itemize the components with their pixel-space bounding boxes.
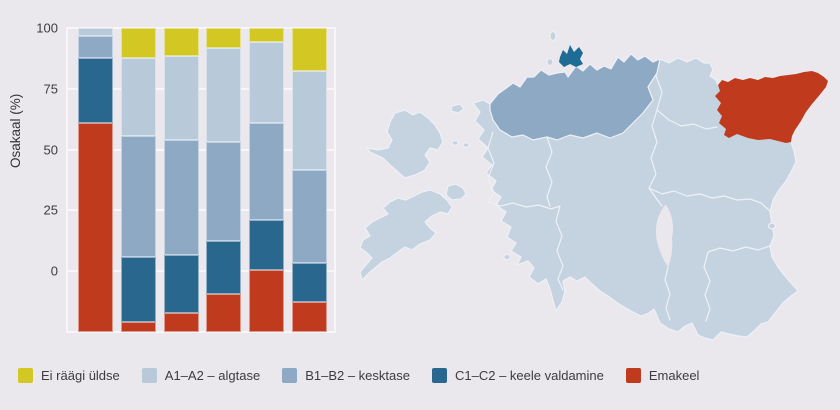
county-border — [648, 58, 663, 189]
bar-1-segment[interactable] — [78, 58, 114, 124]
county-border — [648, 187, 771, 212]
bar-4-segment[interactable] — [206, 47, 242, 142]
bar-4-segment[interactable] — [206, 241, 242, 294]
islet — [451, 140, 459, 146]
bar-3-segment[interactable] — [163, 55, 199, 140]
legend-swatch-b1b2 — [282, 368, 298, 383]
bar-2 — [120, 28, 156, 332]
bar-6-segment[interactable] — [291, 263, 327, 302]
bar-4-segment[interactable] — [206, 28, 242, 48]
y-tick-25: 25 — [43, 202, 58, 218]
bar-4-segment[interactable] — [206, 141, 242, 242]
plot-left-line — [66, 28, 68, 332]
bar-3-segment[interactable] — [163, 313, 199, 332]
county-border — [656, 109, 718, 130]
plot-right-line — [334, 28, 336, 332]
county-border — [487, 131, 495, 203]
island-muhu[interactable] — [445, 183, 467, 201]
lake-vortsjarv — [655, 205, 674, 267]
legend-item-native[interactable]: Emakeel — [625, 368, 700, 383]
county-border — [703, 251, 711, 322]
bar-1 — [78, 28, 114, 332]
bar-1-segment[interactable] — [78, 35, 114, 59]
legend-swatch-none — [18, 368, 33, 383]
legend-label-none: Ei räägi üldse — [41, 368, 120, 383]
bar-2-segment[interactable] — [120, 135, 156, 257]
island-kihnu — [503, 253, 511, 261]
bar-1-segment[interactable] — [78, 28, 114, 36]
legend-item-c1c2[interactable]: C1–C2 – keele valdamine — [431, 368, 604, 383]
y-tick-50: 50 — [43, 142, 58, 158]
bar-4-segment[interactable] — [206, 293, 242, 332]
region-harjumaa[interactable] — [489, 53, 661, 141]
bar-6-segment[interactable] — [291, 301, 327, 332]
county-border — [664, 266, 671, 321]
bar-6-segment[interactable] — [291, 170, 327, 264]
bar-5-segment[interactable] — [248, 269, 284, 332]
legend-label-native: Emakeel — [648, 368, 700, 383]
bar-2-segment[interactable] — [120, 322, 156, 332]
bar-3-segment[interactable] — [163, 255, 199, 314]
island-hiiumaa[interactable] — [366, 109, 444, 179]
bar-5-segment[interactable] — [248, 41, 284, 124]
islet-north — [549, 30, 557, 42]
bar-5-segment[interactable] — [248, 28, 284, 42]
county-border — [648, 187, 663, 207]
bar-5-segment[interactable] — [248, 123, 284, 220]
estonia-map — [360, 30, 829, 341]
legend-item-a1a2[interactable]: A1–A2 – algtase — [141, 368, 261, 383]
chart-legend: Ei räägi üldse A1–A2 – algtase B1–B2 – kes… — [18, 368, 836, 383]
region-ida-virumaa[interactable] — [715, 71, 828, 143]
county-border — [487, 201, 561, 210]
legend-item-none[interactable]: Ei räägi üldse — [18, 368, 120, 383]
islet-bay — [546, 57, 554, 67]
bar-1-segment[interactable] — [78, 123, 114, 332]
plot-bottom-line — [66, 331, 336, 333]
bar-3-segment[interactable] — [163, 28, 199, 56]
island-piirissaar — [767, 222, 777, 230]
bar-2-segment[interactable] — [120, 256, 156, 323]
y-axis-ticks: 100 75 50 25 0 — [0, 21, 58, 332]
region-tallinn[interactable] — [559, 45, 583, 67]
y-tick-75: 75 — [43, 81, 58, 97]
island-vormsi[interactable] — [450, 103, 465, 114]
county-border — [555, 205, 564, 291]
island-saaremaa[interactable] — [360, 189, 453, 281]
county-border — [545, 136, 553, 207]
legend-swatch-a1a2 — [141, 368, 157, 383]
gridline-75 — [66, 87, 336, 90]
bar-3 — [163, 28, 199, 332]
bar-5-segment[interactable] — [248, 219, 284, 270]
y-tick-0: 0 — [50, 263, 58, 279]
gridline-25 — [66, 209, 336, 212]
legend-label-a1a2: A1–A2 – algtase — [164, 368, 261, 383]
bar-2-segment[interactable] — [120, 28, 156, 58]
stacked-bar-chart — [66, 27, 336, 333]
bar-6-segment[interactable] — [291, 71, 327, 171]
legend-swatch-c1c2 — [431, 368, 447, 383]
bar-4 — [206, 28, 242, 332]
bar-6 — [291, 28, 327, 332]
gridline-100 — [66, 27, 336, 29]
bar-5 — [248, 28, 284, 332]
legend-swatch-native — [625, 368, 641, 383]
bar-6-segment[interactable] — [291, 28, 327, 72]
legend-label-b1b2: B1–B2 – kesktase — [305, 368, 410, 383]
legend-item-b1b2[interactable]: B1–B2 – kesktase — [282, 368, 410, 383]
gridline-0 — [66, 270, 336, 273]
islet — [462, 142, 470, 148]
bar-2-segment[interactable] — [120, 57, 156, 136]
legend-label-c1c2: C1–C2 – keele valdamine — [454, 368, 604, 383]
county-border — [707, 245, 771, 253]
y-tick-100: 100 — [36, 20, 58, 36]
bar-3-segment[interactable] — [163, 139, 199, 256]
gridline-50 — [66, 148, 336, 151]
